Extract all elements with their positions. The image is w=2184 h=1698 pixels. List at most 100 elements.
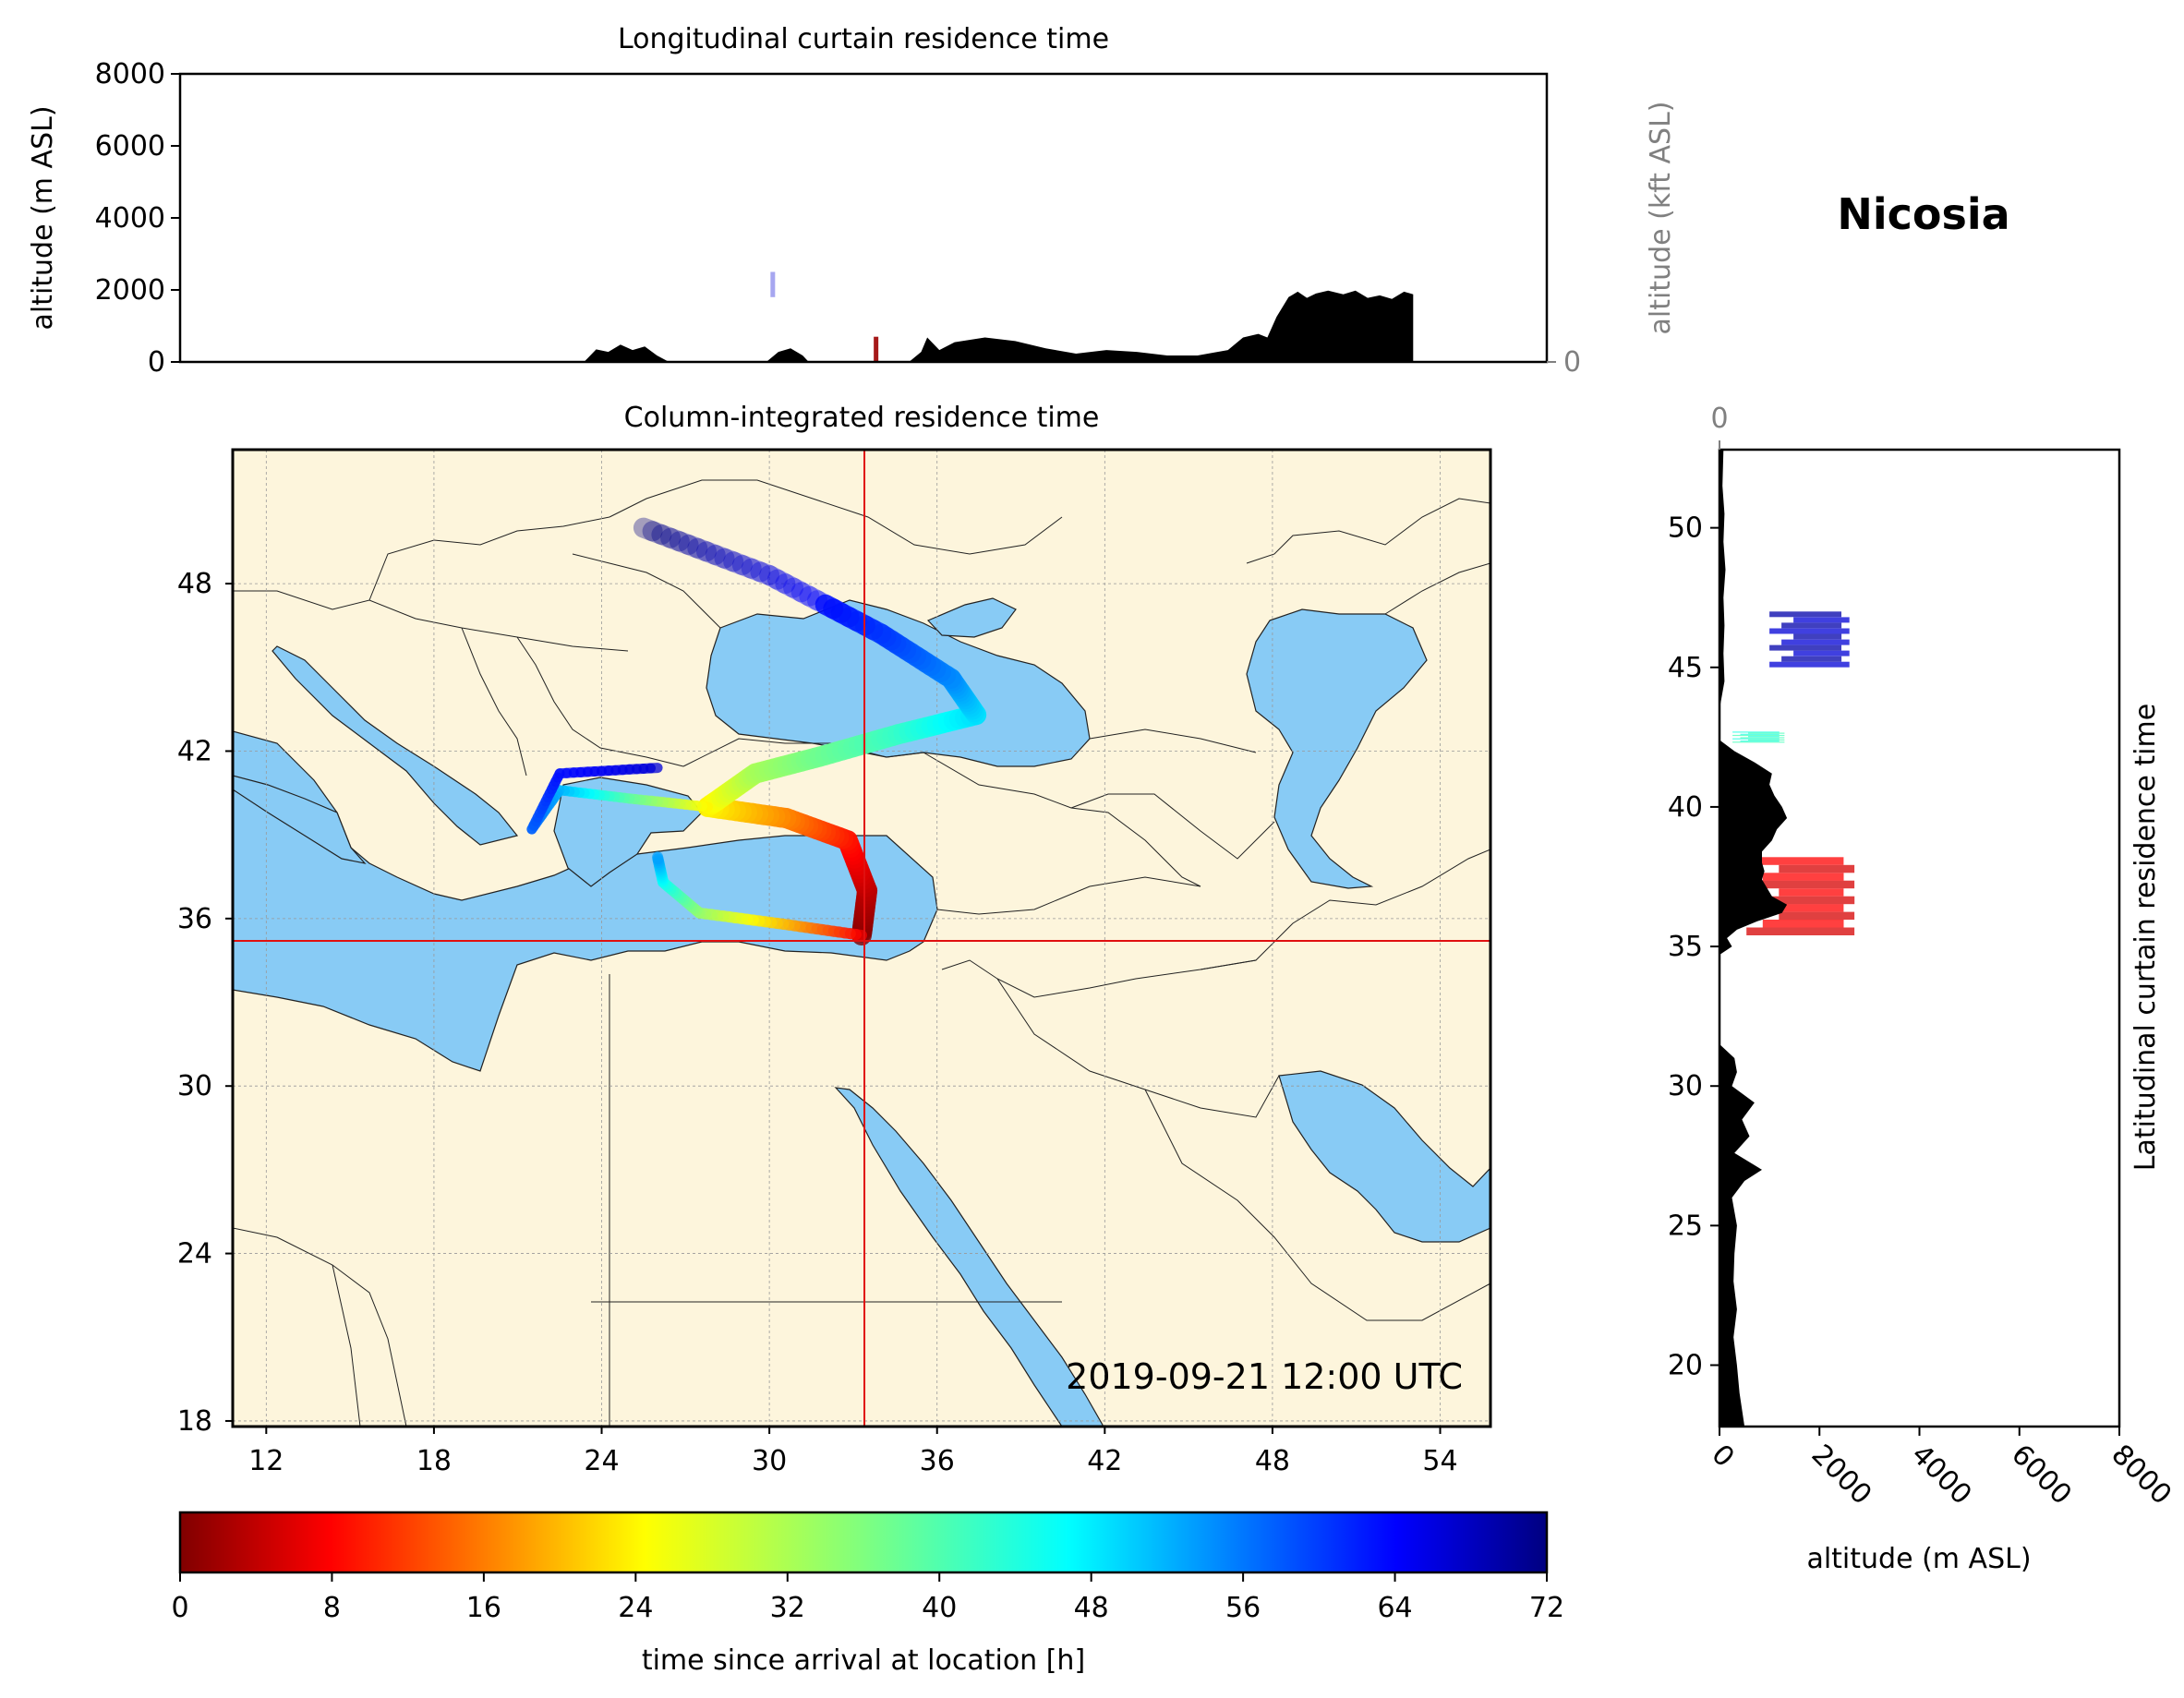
adriatic-sea [271, 645, 519, 846]
latitudinal-residence-cell [1762, 873, 1844, 881]
lat-tick-label: 35 [1668, 931, 1703, 963]
lat-tick-label: 30 [1668, 1070, 1703, 1102]
colorbar-ticks: 0 8 16 24 32 40 48 56 64 72 [171, 1572, 1564, 1624]
trajectory-main-segment [775, 573, 804, 598]
latitudinal-plot-background [1719, 450, 2119, 1427]
tyrrhenian-sea [233, 775, 367, 864]
latitudinal-residence-cell [1779, 911, 1855, 921]
colorbar-tick-label: 32 [770, 1592, 805, 1624]
latitudinal-residence-cell [1779, 864, 1855, 873]
latitudinal-residence-cell [1746, 927, 1855, 935]
latitudinal-residence-cell [1746, 904, 1844, 912]
lat-tick-label: 50 [1668, 512, 1703, 545]
trajectory-plume [526, 517, 987, 945]
latitudinal-residence-cell [1781, 656, 1842, 662]
trajectory-main-segment [669, 531, 699, 555]
map-borders [233, 479, 1490, 1427]
lon-tick-label: 18 [416, 1445, 452, 1477]
latitudinal-residence-cell [1732, 734, 1785, 737]
latitudinal-residence-cell [1769, 661, 1850, 668]
latitudinal-residence-cell [1793, 633, 1842, 640]
y-tick-label: 4000 [95, 202, 165, 235]
lat-tick-label: 20 [1668, 1349, 1703, 1381]
altitude-tick-label: 8000 [2105, 1439, 2178, 1511]
map-title: Column-integrated residence time [624, 402, 1100, 434]
latitudinal-title: Latitudinal curtain residence time [2130, 704, 2162, 1171]
caspian-sea [1246, 608, 1428, 889]
trajectory-main-segment [750, 561, 780, 585]
lat-tick-label: 45 [1668, 652, 1703, 684]
altitude-tick-label: 4000 [1905, 1439, 1978, 1511]
sea-of-azov [926, 597, 1017, 638]
colorbar-tick-label: 16 [466, 1592, 501, 1624]
lon-tick-label: 54 [1422, 1445, 1457, 1477]
trajectory-main-segment [731, 555, 762, 579]
lat-tick-label: 24 [177, 1238, 212, 1270]
altitude-tick-label: 0 [1705, 1439, 1740, 1474]
latitudinal-residence-cell [1769, 611, 1841, 618]
altitude-tick-label: 6000 [2005, 1439, 2078, 1511]
colorbar-label: time since arrival at location [h] [642, 1644, 1085, 1677]
trajectory-main-segment [705, 545, 735, 569]
lon-tick-label: 12 [248, 1445, 284, 1477]
latitudinal-residence-cell [1732, 738, 1780, 740]
longitudinal-residence-cell [770, 271, 776, 297]
longitudinal-terrain [584, 290, 1414, 362]
lat-tick-label: 36 [177, 903, 212, 935]
latitudinal-residence-cell [1781, 639, 1850, 645]
colorbar: 0 8 16 24 32 40 48 56 64 72 time since arrival at… [171, 1511, 1564, 1677]
kft-tick-label: 0 [1563, 346, 1581, 379]
trajectory-main-segment [723, 551, 753, 575]
latitudinal-residence-cell [1732, 741, 1785, 743]
latitudinal-xlabel: altitude (m ASL) [1806, 1543, 2031, 1575]
trajectory-main-segment [696, 541, 726, 565]
latitudinal-residence-cell [1793, 650, 1850, 656]
kft-tick-label: 0 [1710, 403, 1728, 435]
lat-tick-label: 18 [177, 1405, 212, 1438]
latitudinal-residence-cell [1769, 644, 1841, 651]
lat-tick-label: 48 [177, 568, 212, 600]
map-gridlines [233, 450, 1490, 1427]
trajectory-main-segment [642, 521, 672, 545]
persian-gulf [1278, 1070, 1490, 1243]
latitudinal-residence-cell [1793, 617, 1850, 623]
lat-tick-label: 30 [177, 1070, 212, 1102]
latitudinal-residence-cell [1762, 896, 1855, 905]
y-tick-label: 8000 [95, 58, 165, 90]
latitudinal-residence-cell [1769, 628, 1850, 634]
trajectory-main-segment [790, 582, 820, 607]
latitudinal-kft-ticks: 050100 [1710, 403, 1729, 450]
latitudinal-residence-cell [1748, 732, 1785, 734]
latitudinal-lat-ticks: 20 25 30 35 40 45 50 [1668, 512, 1719, 1381]
lat-tick-label: 25 [1668, 1210, 1703, 1242]
lon-tick-label: 42 [1087, 1445, 1122, 1477]
trajectory-main-segment [660, 527, 690, 552]
latitudinal-terrain [1719, 450, 1788, 1427]
latitudinal-residence-cell [1748, 739, 1785, 741]
map-longitude-ticks: 12 18 24 30 36 42 48 54 [248, 1427, 1458, 1477]
lon-tick-label: 24 [584, 1445, 619, 1477]
trajectory-main-segment [633, 517, 663, 542]
latitudinal-altitude-ticks: 0 2000 4000 6000 8000 [1705, 1427, 2178, 1511]
trajectory-main-segment [687, 537, 717, 562]
map-timestamp: 2019-09-21 12:00 UTC [1066, 1356, 1463, 1397]
station-name: Nicosia [1837, 189, 2009, 239]
trajectory-main-segment [783, 577, 812, 603]
colorbar-tick-label: 24 [618, 1592, 653, 1624]
lon-tick-label: 48 [1255, 1445, 1290, 1477]
latitudinal-residence-cell [1746, 880, 1855, 889]
trajectory-main-segment [714, 548, 744, 572]
latitudinal-residence-cell [1746, 857, 1844, 865]
trajectory-main-segment [759, 565, 788, 590]
latitudinal-residence-cell [1762, 920, 1844, 928]
trajectory-main-segment [741, 558, 771, 583]
latitudinal-residence-cell [1781, 622, 1842, 629]
colorbar-tick-label: 64 [1377, 1592, 1412, 1624]
longitudinal-residence-cells [770, 271, 879, 362]
lat-tick-label: 42 [177, 735, 212, 767]
colorbar-gradient [178, 1511, 1549, 1574]
latitudinal-residence-cell [1779, 888, 1844, 897]
trajectory-main-segment [814, 594, 844, 620]
altitude-tick-label: 2000 [1805, 1439, 1878, 1511]
